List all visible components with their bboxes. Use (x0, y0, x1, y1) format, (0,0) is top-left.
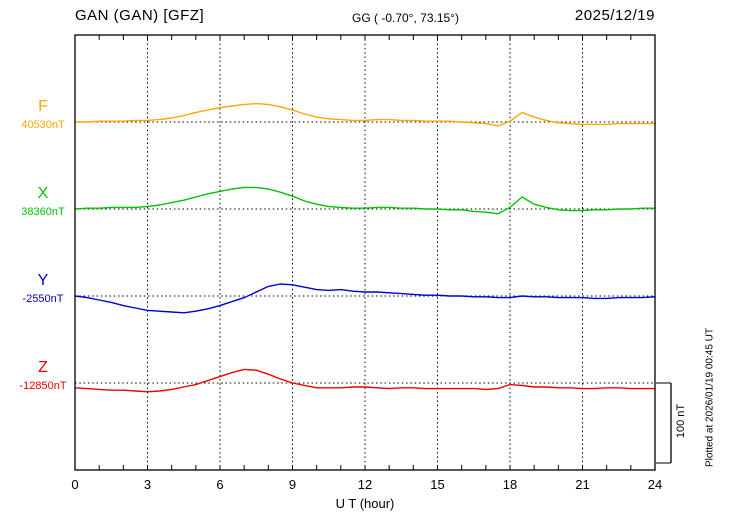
trace-x (74, 186, 656, 215)
x-axis-label: U T (hour) (335, 496, 395, 511)
x-tick-label: 9 (289, 477, 296, 492)
trace-y (74, 283, 656, 314)
trace-label-x: X 38360nT (12, 186, 74, 218)
x-tick-label: 18 (503, 477, 517, 492)
x-tick-label: 12 (358, 477, 372, 492)
geo-coords: GG ( -0.70°, 73.15°) (352, 11, 459, 25)
trace-baseline-y: -2550nT (22, 293, 64, 305)
plot-frame (74, 34, 656, 471)
x-tick-label: 24 (648, 477, 662, 492)
trace-z (74, 368, 656, 393)
x-tick-label: 0 (71, 477, 78, 492)
trace-baseline-f: 40530nT (21, 119, 65, 131)
trace-letter-z: Z (38, 359, 48, 376)
x-tick-label: 3 (144, 477, 151, 492)
trace-letter-y: Y (37, 272, 49, 289)
trace-letter-x: X (37, 185, 49, 202)
trace-baseline-x: 38360nT (21, 206, 65, 218)
trace-label-f: F 40530nT (12, 99, 74, 131)
station-title: GAN (GAN) [GFZ] (75, 7, 205, 24)
trace-label-y: Y -2550nT (12, 273, 74, 305)
x-tick-label: 6 (216, 477, 223, 492)
trace-f (74, 102, 656, 127)
trace-letter-f: F (38, 98, 48, 115)
plot-date: 2025/12/19 (574, 7, 655, 24)
trace-baseline-z: -12850nT (19, 380, 67, 392)
x-tick-label: 15 (430, 477, 444, 492)
trace-label-z: Z -12850nT (12, 360, 74, 392)
plotted-at-note: Plotted at 2026/01/19 00:45 UT (704, 328, 716, 467)
x-tick-label: 21 (575, 477, 589, 492)
scalebar-label: 100 nT (675, 403, 687, 439)
